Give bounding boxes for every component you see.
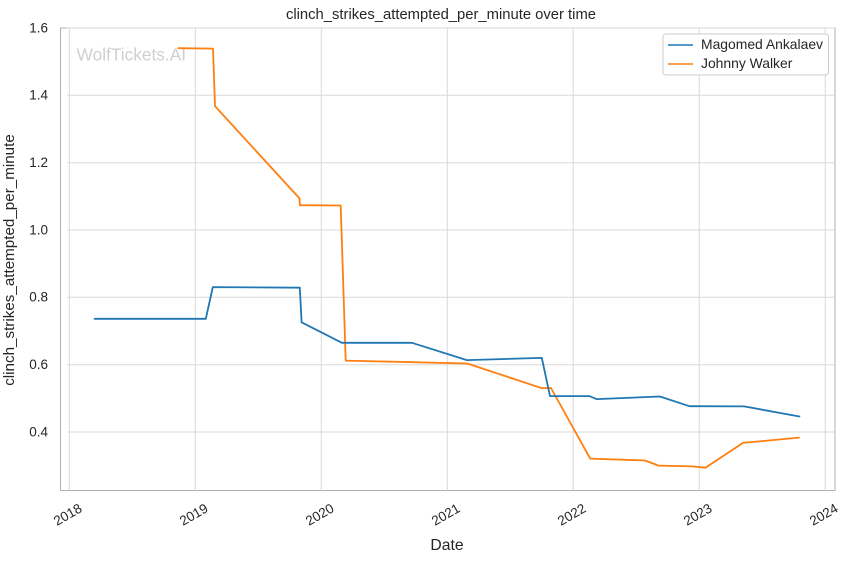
svg-text:Date: Date (430, 537, 463, 554)
svg-text:0.4: 0.4 (29, 424, 48, 439)
svg-text:clinch_strikes_attempted_per_m: clinch_strikes_attempted_per_minute (1, 134, 18, 386)
svg-text:0.6: 0.6 (29, 357, 48, 372)
svg-text:1.4: 1.4 (29, 88, 48, 103)
svg-text:clinch_strikes_attempted_per_m: clinch_strikes_attempted_per_minute over… (286, 7, 596, 23)
svg-text:Johnny Walker: Johnny Walker (701, 55, 793, 71)
svg-text:1.2: 1.2 (29, 155, 48, 170)
svg-text:1.6: 1.6 (29, 20, 48, 35)
svg-text:WolfTickets.AI: WolfTickets.AI (77, 45, 186, 65)
svg-text:0.8: 0.8 (29, 290, 48, 305)
svg-text:Magomed Ankalaev: Magomed Ankalaev (701, 36, 823, 52)
svg-text:1.0: 1.0 (29, 222, 48, 237)
